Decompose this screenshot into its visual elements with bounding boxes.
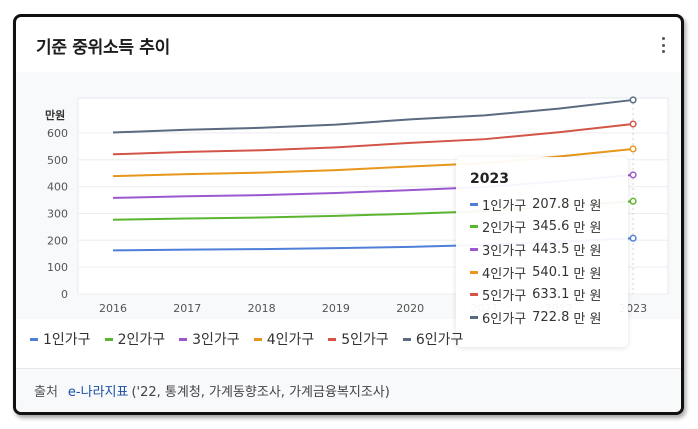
tooltip-unit: 만 원	[573, 266, 602, 282]
chart-area: 만원 0 100 200 300 400 500 600 2016 2017 2018 2019 202…	[16, 72, 681, 347]
tooltip-unit: 만 원	[573, 243, 602, 259]
legend-swatch	[253, 337, 262, 341]
source-link[interactable]: e-나라지표	[67, 385, 129, 400]
y-tick-label: 400	[47, 181, 68, 194]
chart-tooltip: 2023 1인가구 207.8 만 원 2인가구 345.6 만 원 3인가구 443.5 만 …	[456, 157, 628, 347]
x-tick-label: 2018	[248, 302, 276, 315]
legend-item-5[interactable]: 5인가구	[328, 329, 389, 349]
legend-item-6[interactable]: 6인가구	[402, 329, 464, 349]
x-tick-label: 2017	[173, 302, 201, 315]
source-footer: 출처 e-나라지표 ('22, 통계청, 가계동향조사, 가계금융복지조사)	[16, 369, 681, 412]
tooltip-unit: 만 원	[573, 221, 602, 237]
more-vertical-icon[interactable]	[659, 37, 667, 53]
tooltip-unit: 만 원	[573, 311, 602, 327]
tooltip-row: 4인가구 540.1 만 원	[470, 261, 628, 284]
tooltip-series-name: 2인가구	[482, 221, 527, 237]
tooltip-value: 722.8	[532, 309, 570, 325]
series-point-3	[629, 171, 637, 179]
tooltip-title: 2023	[470, 171, 509, 187]
legend-item-1[interactable]: 1인가구	[30, 329, 91, 349]
chart-card: 기준 중위소득 추이 만원 0 100 200 300 400 500 600 2016 2017…	[13, 14, 684, 415]
series-point-6	[629, 96, 637, 104]
tooltip-row: 5인가구 633.1 만 원	[470, 283, 628, 306]
tooltip-row: 1인가구 207.8 만 원	[470, 193, 628, 216]
tooltip-swatch	[470, 315, 478, 319]
y-tick-label: 100	[47, 261, 68, 274]
legend-swatch	[328, 337, 337, 341]
legend-label: 2인가구	[117, 332, 166, 348]
tooltip-value: 633.1	[532, 287, 570, 303]
legend-item-2[interactable]: 2인가구	[104, 329, 166, 349]
x-tick-label: 2016	[99, 302, 127, 315]
tooltip-swatch	[470, 293, 478, 297]
x-tick-label: 2020	[396, 302, 424, 315]
legend-swatch	[30, 337, 38, 341]
chart-legend: 1인가구 2인가구 3인가구 4인가구 5인가구 6인가구	[30, 329, 463, 349]
tooltip-series-name: 4인가구	[482, 266, 527, 282]
y-tick-label: 600	[47, 127, 68, 140]
tooltip-series-name: 3인가구	[482, 243, 527, 259]
card-title: 기준 중위소득 추이	[36, 38, 170, 58]
y-tick-label: 500	[47, 154, 68, 167]
series-point-1	[629, 234, 637, 242]
tooltip-series-name: 1인가구	[482, 198, 527, 214]
tooltip-value: 443.5	[532, 241, 570, 257]
y-tick-label: 300	[47, 207, 68, 220]
legend-label: 1인가구	[43, 332, 91, 348]
legend-label: 6인가구	[415, 332, 464, 348]
tooltip-row: 6인가구 722.8 만 원	[470, 306, 628, 329]
y-tick-label: 0	[61, 288, 68, 301]
source-note: ('22, 통계청, 가계동향조사, 가계금융복지조사)	[131, 385, 390, 400]
tooltip-swatch	[470, 202, 478, 206]
series-point-5	[629, 120, 637, 128]
x-tick-label: 2019	[322, 302, 350, 315]
tooltip-value: 345.6	[532, 219, 570, 235]
tooltip-series-name: 6인가구	[482, 311, 527, 327]
tooltip-row: 2인가구 345.6 만 원	[470, 216, 628, 239]
legend-item-4[interactable]: 4인가구	[253, 329, 315, 349]
series-line-5	[112, 123, 634, 156]
legend-swatch	[179, 337, 188, 341]
tooltip-swatch	[470, 247, 478, 251]
tooltip-swatch	[470, 225, 478, 229]
legend-item-3[interactable]: 3인가구	[179, 329, 240, 349]
y-axis-label: 만원	[45, 108, 65, 122]
divider	[16, 368, 681, 369]
tooltip-swatch	[470, 270, 478, 274]
tooltip-unit: 만 원	[573, 289, 602, 305]
series-point-2	[629, 197, 637, 205]
tooltip-unit: 만 원	[573, 198, 602, 214]
series-point-4	[629, 145, 637, 153]
legend-label: 4인가구	[266, 332, 315, 348]
tooltip-series-name: 5인가구	[482, 289, 527, 305]
tooltip-value: 540.1	[532, 264, 570, 280]
legend-swatch	[104, 337, 113, 341]
legend-swatch	[402, 337, 411, 341]
source-label: 출처	[34, 385, 58, 400]
tooltip-row: 3인가구 443.5 만 원	[470, 238, 628, 261]
tooltip-value: 207.8	[532, 196, 570, 212]
y-tick-label: 200	[47, 234, 68, 247]
series-line-6	[112, 98, 634, 134]
legend-label: 3인가구	[192, 332, 240, 348]
legend-label: 5인가구	[341, 332, 389, 348]
